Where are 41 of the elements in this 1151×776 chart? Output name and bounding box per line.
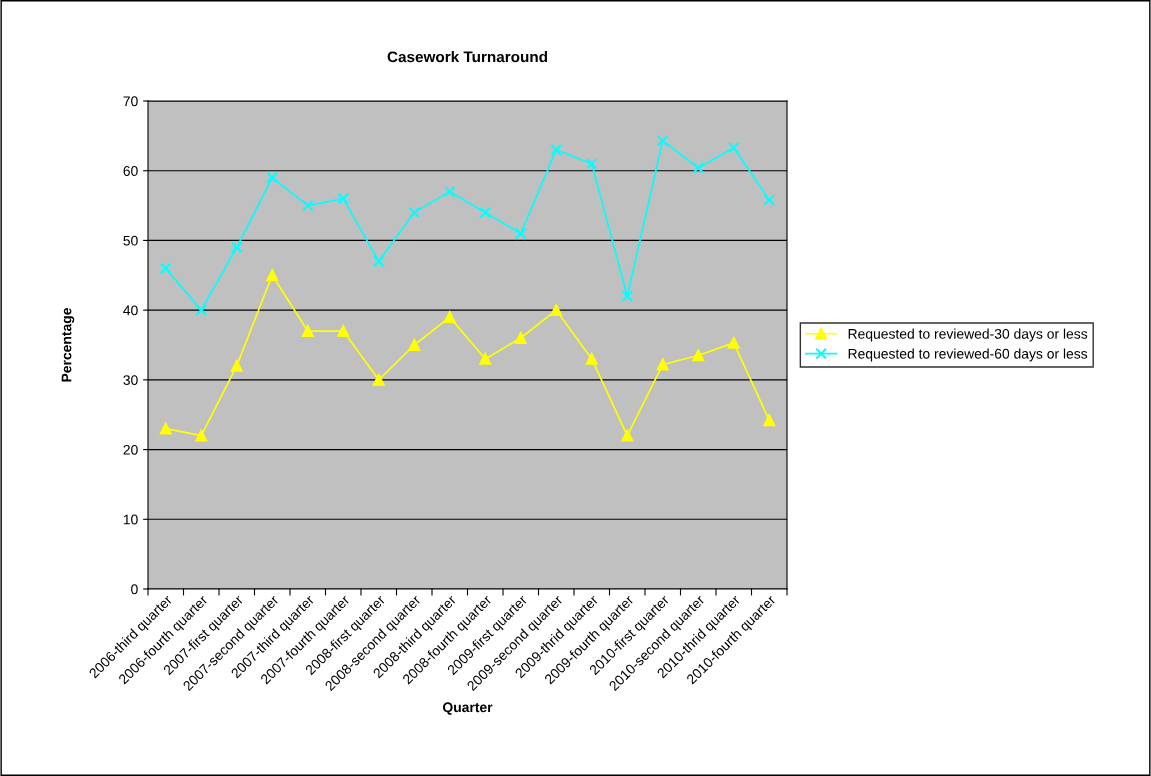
point	[514, 227, 527, 240]
point	[692, 349, 705, 362]
chart-title: Casework Turnaround	[387, 51, 548, 63]
point	[585, 157, 598, 170]
point	[266, 269, 279, 282]
point	[159, 262, 172, 275]
point	[159, 422, 172, 435]
point	[692, 162, 705, 174]
y-tick-label: 10	[123, 514, 138, 525]
point	[195, 429, 208, 442]
point	[656, 358, 669, 371]
point	[763, 194, 776, 206]
point	[266, 171, 279, 184]
point	[550, 304, 563, 317]
legend-label: Requested to reviewed-60 days or less	[848, 348, 1088, 362]
legend-label: Requested to reviewed-30 days or less	[848, 328, 1088, 342]
point	[763, 414, 776, 427]
y-tick-label: 40	[123, 305, 138, 316]
point	[550, 143, 563, 156]
point	[408, 206, 421, 219]
point	[621, 429, 634, 442]
y-tick-label: 0	[131, 584, 138, 595]
point	[443, 185, 456, 198]
point	[301, 199, 314, 212]
y-tick-label: 20	[123, 444, 138, 455]
point	[337, 192, 350, 205]
point	[230, 241, 243, 254]
point	[656, 134, 669, 147]
point	[372, 373, 385, 386]
y-axis-title: Percentage	[61, 308, 75, 382]
y-tick-label: 70	[123, 96, 138, 107]
point	[443, 311, 456, 324]
point	[479, 206, 492, 219]
point	[621, 290, 634, 303]
point	[727, 141, 740, 154]
y-tick-label: 50	[123, 235, 138, 246]
x-axis-title: Quarter	[442, 702, 493, 715]
y-tick-label: 30	[123, 375, 138, 386]
point	[195, 304, 208, 317]
point	[372, 255, 385, 268]
y-tick-label: 60	[123, 166, 138, 176]
